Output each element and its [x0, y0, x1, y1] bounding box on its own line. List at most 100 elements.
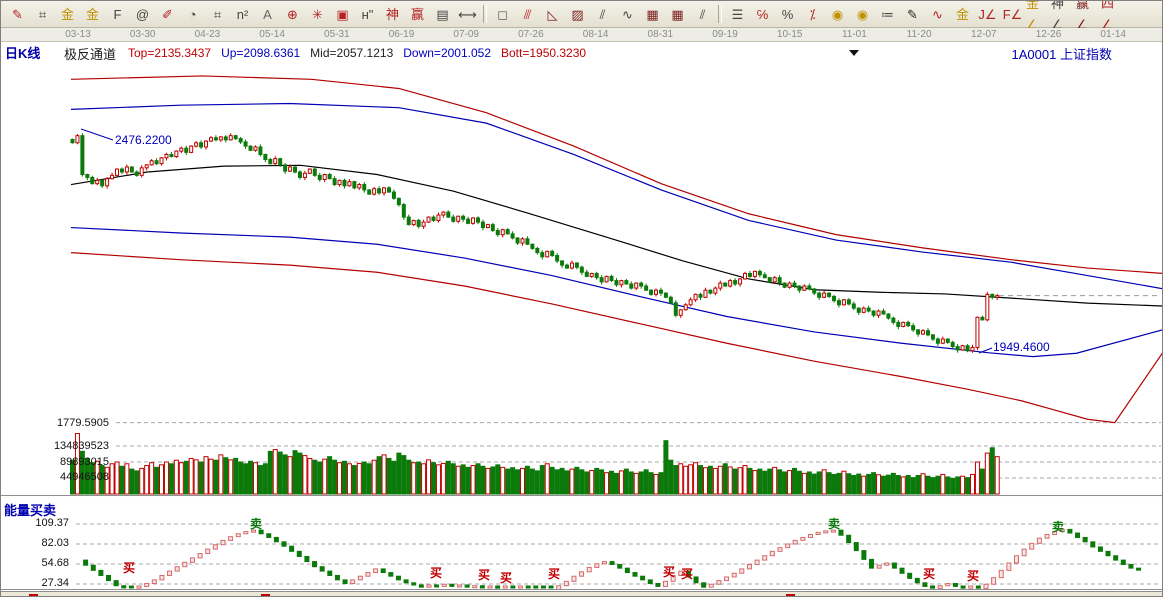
chart-scrollbar-strip[interactable] [1, 591, 1162, 596]
energy-tick-label: 54.68 [41, 557, 69, 569]
energy-tick-label: 82.03 [41, 537, 69, 549]
toolbar-separator [718, 5, 722, 23]
width-measure-icon[interactable]: ⟷ [458, 6, 477, 22]
ying-tool-icon[interactable]: 赢 [410, 6, 424, 22]
ray-fan-icon[interactable]: ⫻ [523, 6, 532, 22]
shen-tool-icon[interactable]: 神 [385, 6, 399, 22]
gold-channel-icon[interactable]: 金 [60, 6, 74, 22]
fan-arc-icon[interactable]: ◺ [547, 6, 558, 22]
date-tick-label: 10-15 [776, 29, 803, 40]
volume-tick-label: 89893015 [60, 455, 109, 468]
gold-angle-icon[interactable]: 金∠ [1026, 0, 1040, 32]
hash-ruler-icon[interactable]: ⌗ [213, 6, 222, 22]
f-ruler-icon[interactable]: F [113, 6, 122, 22]
gold-channel-2-icon[interactable]: 金 [85, 6, 99, 22]
channel-value: Up=2098.6361 [221, 46, 301, 60]
pen-icon[interactable]: ✎ [907, 6, 918, 22]
trend-lines-icon[interactable]: ⫽ [599, 6, 606, 22]
low-price-annotation: 1949.4600 [993, 340, 1050, 354]
date-axis: 03-13 03-30 04-23 05-14 05-31 06-19 07-09 07-26… [1, 28, 1162, 42]
toolbar-separator [483, 5, 487, 23]
grid-arrow-icon[interactable]: ▦ [671, 6, 684, 22]
buy-signal-marker: 买 [966, 569, 980, 583]
date-tick-label: 11-20 [906, 29, 932, 40]
energy-tick-label: 27.34 [41, 577, 69, 589]
gold-line-icon[interactable]: 金 [955, 6, 969, 22]
ruler-123-icon[interactable]: ▤ [436, 6, 449, 22]
channel-value: Bott=1950.3230 [501, 46, 587, 60]
percent-icon[interactable]: % [781, 6, 794, 22]
date-tick-label: 07-26 [518, 29, 544, 40]
rect-tool-icon[interactable]: ◻ [497, 6, 508, 22]
grid-hash-icon[interactable]: ⌗ [38, 6, 47, 22]
channel-value: Mid=2057.1213 [310, 46, 394, 60]
brush-target-icon[interactable]: ✐ [162, 6, 173, 22]
zigzag-icon[interactable]: ∿ [622, 6, 633, 22]
scroll-position-tick [786, 594, 795, 596]
buy-signal-marker: 买 [680, 567, 694, 581]
h-quote-icon[interactable]: ʜ" [361, 6, 374, 22]
chart-canvas[interactable] [1, 41, 1163, 597]
date-tick-label: 08-31 [647, 29, 674, 40]
gold-coin-2-icon[interactable]: ◉ [856, 6, 869, 22]
gold-coin-icon[interactable]: ◉ [831, 6, 844, 22]
buy-signal-marker: 买 [499, 571, 513, 585]
circle-cross-icon[interactable]: ⊕ [287, 6, 298, 22]
volume-tick-label: 134839523 [53, 440, 109, 452]
gann-grid-icon[interactable]: ▦ [646, 6, 659, 22]
date-tick-label: 05-31 [324, 29, 350, 40]
f-angle-icon[interactable]: F∠ [1002, 6, 1023, 22]
sell-signal-marker: 卖 [249, 517, 263, 531]
si-angle-icon[interactable]: 四∠ [1101, 0, 1115, 32]
date-tick-label: 11-01 [841, 29, 867, 40]
scroll-position-tick [29, 594, 38, 596]
n-squared-icon[interactable]: n² [236, 6, 249, 22]
date-tick-label: 12-07 [971, 29, 997, 40]
brush-icon[interactable]: ✎ [12, 6, 23, 22]
buy-signal-marker: 买 [662, 565, 676, 579]
toolbar: ✎ ⌗ 金金 F @ ✐ ◔ ⌗ n² A ⊕ ✳ ▣ ʜ" 神赢 ▤ ⟷ ◻ ⫻ ◺ ▨ ⫽ ∿ ▦ ▦ ⫽ ☰ ℅% ⁒ ◉ ◉ ≔ ✎ ∿ 金… [1, 0, 1162, 32]
date-tick-label: 07-09 [453, 29, 479, 40]
ying-angle-icon[interactable]: 赢∠ [1076, 0, 1090, 32]
channel-values-readout: Top=2135.3437 Up=2098.6361 Mid=2057.1213 Do… [128, 46, 586, 60]
percent-avg-icon[interactable]: ⁒ [809, 6, 816, 22]
buy-signal-marker: 买 [922, 567, 936, 581]
date-tick-label: 06-19 [388, 29, 415, 40]
date-tick-label: 05-14 [259, 29, 285, 40]
square-target-icon[interactable]: ▣ [336, 6, 349, 22]
j-angle-icon[interactable]: J∠ [978, 6, 997, 22]
chevron-down-icon[interactable] [849, 50, 859, 56]
star-target-icon[interactable]: ✳ [312, 6, 323, 22]
panel-title-daily-kline: 日K线 [5, 46, 41, 61]
date-tick-label: 12-26 [1035, 29, 1062, 40]
symbol-code: 1A0001 [1011, 47, 1057, 62]
sell-signal-marker: 卖 [827, 517, 841, 531]
date-tick-label: 04-23 [194, 29, 221, 40]
percent-line-icon[interactable]: ℅ [756, 6, 769, 22]
symbol-label: 1A0001 上证指数 [1012, 44, 1112, 63]
symbol-name: 上证指数 [1059, 47, 1112, 62]
shen-angle-icon[interactable]: 神∠ [1051, 0, 1065, 32]
buy-signal-marker: 买 [547, 567, 561, 581]
date-tick-label: 03-30 [129, 29, 156, 40]
channel-value: Down=2001.052 [403, 46, 491, 60]
energy-tick-label: 109.37 [35, 517, 69, 529]
list-pen-icon[interactable]: ≔ [881, 6, 894, 22]
date-tick-label: 09-19 [712, 29, 738, 40]
parallel-lines-icon[interactable]: ⫽ [699, 6, 706, 22]
a-line-icon[interactable]: A [263, 6, 272, 22]
volume-tick-label: 44946508 [60, 471, 109, 484]
stats-list-icon[interactable]: ☰ [731, 6, 744, 22]
spiral-icon[interactable]: @ [135, 6, 150, 22]
buy-signal-marker: 买 [429, 566, 443, 580]
panel-title-energy: 能量买卖 [4, 503, 57, 518]
compass-clock-icon[interactable]: ◔ [188, 6, 197, 22]
wave-line-icon[interactable]: ∿ [932, 6, 943, 22]
date-tick-label: 03-13 [65, 29, 91, 40]
gann-box-icon[interactable]: ▨ [571, 6, 584, 22]
indicator-name-label[interactable]: 极反通道 [64, 47, 117, 62]
channel-value: Top=2135.3437 [128, 46, 212, 60]
date-tick-label: 08-14 [582, 29, 609, 40]
date-tick-label: 01-14 [1100, 29, 1126, 40]
